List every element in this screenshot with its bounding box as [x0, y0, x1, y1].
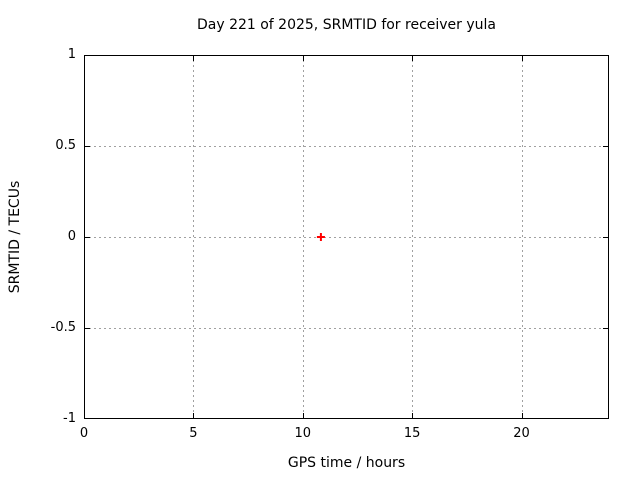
plot-svg	[84, 55, 609, 419]
x-tick-label: 0	[79, 426, 89, 441]
x-tick-label: 10	[294, 426, 312, 441]
y-tick-label: 1	[67, 47, 76, 62]
x-tick-label: 20	[513, 426, 530, 441]
x-tick-label: 15	[403, 426, 421, 441]
y-tick-label: 0.5	[55, 138, 76, 153]
x-axis-label: GPS time / hours	[287, 455, 406, 471]
x-tick-label: 5	[189, 426, 198, 441]
chart-title: Day 221 of 2025, SRMTID for receiver yul…	[196, 17, 497, 33]
plot-border	[84, 55, 609, 419]
y-tick-label: -0.5	[50, 320, 76, 335]
plot-area	[84, 55, 609, 419]
y-tick-label: 0	[67, 229, 76, 244]
y-tick-label: -1	[63, 411, 76, 426]
